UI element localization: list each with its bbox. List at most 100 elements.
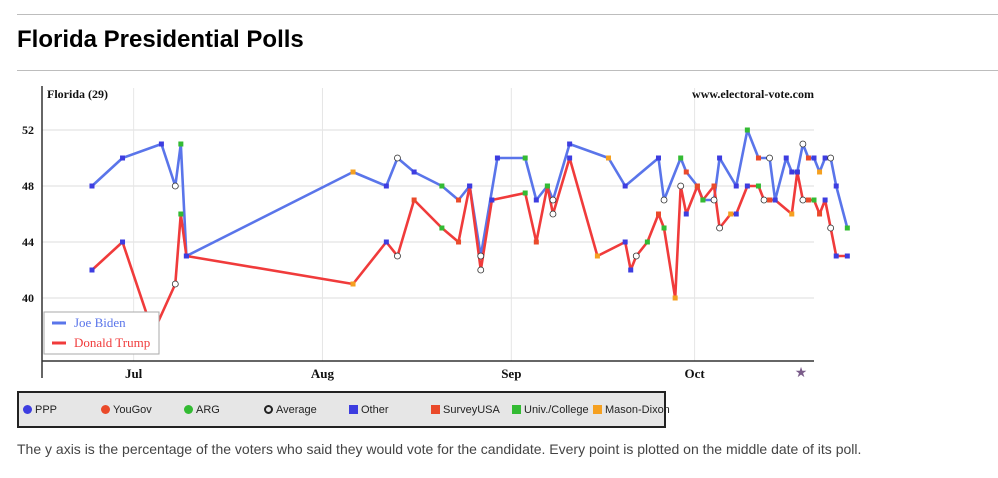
poll-point [717, 155, 723, 161]
chart-source: www.electoral-vote.com [692, 87, 814, 101]
poll-point [833, 253, 839, 259]
poll-point [655, 155, 661, 161]
pollster-legend-item: YouGov [101, 404, 152, 416]
ring-icon [264, 405, 273, 414]
poll-point [805, 197, 811, 203]
poll-point [439, 183, 445, 189]
dot-icon [101, 405, 110, 414]
poll-point [767, 197, 773, 203]
poll-point [677, 182, 685, 190]
poll-point [794, 169, 800, 175]
poll-point [817, 169, 823, 175]
dot-icon [23, 405, 32, 414]
y-tick-label: 40 [22, 291, 34, 305]
poll-point [439, 225, 445, 231]
footnote: The y axis is the percentage of the vote… [17, 441, 862, 457]
poll-point [178, 211, 184, 217]
poll-point [683, 211, 689, 217]
poll-point [477, 252, 485, 260]
poll-point [567, 141, 573, 147]
poll-point [766, 154, 773, 162]
poll-point [533, 197, 539, 203]
pollster-legend-item: ARG [184, 404, 220, 416]
poll-point [522, 190, 528, 196]
poll-point [772, 197, 778, 203]
square-icon [512, 405, 521, 414]
pollster-legend-label: SurveyUSA [443, 404, 500, 416]
x-tick-label: Oct [684, 366, 705, 381]
election-day-star-icon: ★ [795, 364, 808, 380]
poll-point [789, 211, 795, 217]
poll-point [522, 155, 528, 161]
poll-point [120, 155, 126, 161]
square-icon [593, 405, 602, 414]
pollster-legend-item: SurveyUSA [431, 404, 500, 416]
poll-point [744, 183, 750, 189]
pollster-legend: PPP YouGov ARG Average Other SurveyUSA Univ./C… [17, 391, 670, 428]
pollster-legend-label: PPP [35, 404, 58, 416]
poll-point [594, 253, 600, 259]
y-tick-label: 52 [22, 123, 34, 137]
poll-point [660, 196, 668, 204]
poll-point [799, 140, 807, 148]
poll-point [632, 252, 640, 260]
poll-point [456, 239, 462, 245]
poll-point [844, 253, 850, 259]
poll-point [394, 252, 401, 260]
poll-point [89, 183, 95, 189]
poll-point [350, 281, 356, 287]
poll-point [89, 267, 95, 273]
pollster-legend-item: Other [349, 404, 389, 416]
poll-point [827, 224, 835, 232]
poll-point [622, 183, 628, 189]
pollster-legend-item: Mason-Dixon [593, 404, 670, 416]
x-tick-label: Jul [125, 366, 143, 381]
series-line-biden [91, 128, 849, 258]
chart-title: Florida (29) [47, 87, 108, 101]
poll-point [822, 155, 828, 161]
poll-point [728, 211, 734, 217]
poll-point [844, 225, 850, 231]
poll-point [628, 267, 634, 273]
pollster-legend-item: Univ./College [512, 404, 589, 416]
pollster-legend-label: Univ./College [524, 404, 589, 416]
poll-point [477, 266, 485, 274]
dot-icon [184, 405, 193, 414]
poll-point [383, 239, 389, 245]
y-tick-label: 44 [22, 235, 34, 249]
x-tick-label: Sep [501, 366, 521, 381]
poll-point [456, 197, 462, 203]
title-rule [17, 70, 998, 71]
poll-point [833, 183, 839, 189]
poll-point [606, 155, 612, 161]
poll-point [644, 239, 650, 245]
poll-point [533, 239, 539, 245]
poll-point [755, 183, 761, 189]
poll-point [683, 169, 689, 175]
poll-point [120, 239, 126, 245]
poll-point [567, 155, 573, 161]
poll-point [789, 169, 795, 175]
poll-point [544, 183, 550, 189]
pollster-legend-label: YouGov [113, 404, 152, 416]
poll-point [672, 295, 678, 301]
poll-point [760, 196, 768, 204]
poll-point [494, 155, 500, 161]
pollster-legend-label: Average [276, 404, 317, 416]
pollster-legend-label: Mason-Dixon [605, 404, 670, 416]
x-tick-label: Aug [311, 366, 335, 381]
poll-point [755, 155, 761, 161]
poll-point [733, 183, 739, 189]
poll-point [694, 183, 700, 189]
pollster-legend-label: ARG [196, 404, 220, 416]
poll-point [811, 155, 817, 161]
poll-point [822, 197, 828, 203]
poll-point [710, 196, 718, 204]
poll-point [827, 154, 835, 162]
chart-area: Florida (29) www.electoral-vote.com 40 44… [22, 86, 850, 381]
poll-point [411, 169, 417, 175]
poll-point [178, 141, 184, 147]
poll-point [811, 197, 817, 203]
top-rule [17, 14, 998, 15]
square-icon [349, 405, 358, 414]
